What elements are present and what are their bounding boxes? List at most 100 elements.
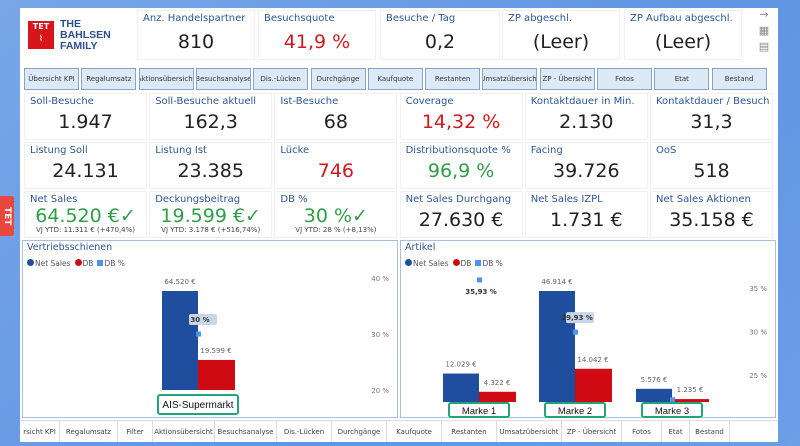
chart-vertriebsschienen: Vertriebsschienen Net Sales DB DB % 20 %… [22,240,398,418]
page-tab[interactable]: Kaufquote [387,421,442,442]
bar-net-sales[interactable] [162,291,198,390]
page-tab[interactable]: Fotos [622,421,662,442]
legend-db[interactable]: DB [452,259,471,268]
bar-db[interactable] [575,368,612,402]
kpi-label: Kontaktdauer in Min. [530,96,635,107]
bar-label-db: 1.235 € [677,386,704,394]
page-tab[interactable]: Dis.-Lücken [277,421,332,442]
page-tab[interactable]: Restanten [442,421,497,442]
kpi-label: Anz. Handelspartner [143,13,246,24]
kpi-label: Net Sales IZPL [530,194,603,205]
page-tab[interactable]: Umsatzübersicht [497,421,562,442]
kpi-value: 35.158 € [669,209,754,231]
page-tab[interactable]: Besuchsanalyse [215,421,277,442]
nav-button[interactable]: Bestand [711,68,767,90]
kpi-label: Lücke [280,145,310,156]
legend-db-pct[interactable]: DB % [475,259,503,268]
page-tab[interactable]: Bestand [690,421,730,442]
kpi-card: DB % 30 %✓ VJ YTD: 28 % (+8,13%) [274,191,398,238]
kpi-value: 518 [693,160,730,182]
nav-button[interactable]: Umsatzübersicht [482,68,538,90]
nav-button[interactable]: Restanten [425,68,481,90]
page-tab[interactable]: ZP - Übersicht [562,421,622,442]
kpi-label: Soll-Besuche [30,96,94,107]
bar-net-sales[interactable] [539,291,575,402]
point-db-pct[interactable] [573,329,578,335]
bar-db[interactable] [672,399,709,402]
kpi-value: 96,9 % [427,160,495,182]
bar-label-db: 14.042 € [577,356,608,364]
nav-button[interactable]: Aktionsübersicht [138,68,194,90]
point-db-pct[interactable] [670,397,675,403]
kpi-value: 24.131 [52,160,119,182]
kpi-label: Net Sales [30,194,78,205]
nav-button[interactable]: Kaufquote [367,68,423,90]
side-tag[interactable]: TET [0,196,14,236]
y2-tick-label: 20 % [371,387,389,395]
kpi-value: 39.726 [553,160,620,182]
kpi-value: 41,9 % [283,31,351,53]
nav-button[interactable]: Regalumsatz [81,68,137,90]
kpi-prior-year: VJ YTD: 3.178 € (+516,74%) [161,226,261,234]
point-label-bg [566,312,594,324]
nav-button[interactable]: Fotos [597,68,652,90]
kpi-card: Coverage 14,32 % [399,93,523,140]
kpi-card: Facing 39.726 [524,142,648,189]
kpi-value: 746 [317,160,355,182]
category-label[interactable]: Marke 2 [558,406,592,417]
nav-button[interactable]: Dis.-Lücken [253,68,309,90]
chart-artikel: Artikel Net Sales DB DB % 25 % 30 % 35 % 12… [400,240,776,418]
kpi-card: Net Sales 64.520 €✓ VJ YTD: 11.311 € (+470… [24,191,147,238]
bar-label-db: 4.322 € [484,379,511,387]
category-label[interactable]: Marke 3 [655,406,689,417]
kpi-label: Soll-Besuche aktuell [155,96,257,107]
kpi-value: 68 [323,111,348,133]
nav-button[interactable]: Übersicht KPI [24,68,79,90]
kpi-card: Besuchsquote 41,9 % [258,10,376,60]
table-icon[interactable]: ▦ [758,24,770,37]
kpi-value: 30 %✓ [303,205,368,227]
category-label[interactable]: Marke 1 [462,406,496,417]
bar-net-sales[interactable] [443,373,479,402]
bar-db[interactable] [479,391,516,402]
page-tab[interactable]: Aktionsübersicht [153,421,215,442]
kpi-label: ZP Aufbau abgeschl. [630,13,733,24]
nav-button[interactable]: Etat [654,68,710,90]
nav-button[interactable]: ZP - Übersicht [539,68,595,90]
report-icon[interactable]: ▤ [758,40,770,53]
kpi-value: 0,2 [424,31,456,53]
bar-net-sales[interactable] [636,388,672,402]
kpi-card: Distributionsquote % 96,9 % [399,142,523,189]
kpi-label: Kontaktdauer / Besuch [656,96,770,107]
page-tab[interactable]: Durchgänge [332,421,387,442]
tet-logo-icon: TET ⌇ [28,21,54,49]
legend-net-sales[interactable]: Net Sales [405,259,449,268]
bar-label-db: 19.599 € [200,347,231,355]
page-tab[interactable]: Etat [662,421,690,442]
kpi-prior-year: VJ YTD: 28 % (+8,13%) [295,226,377,234]
y2-tick-label: 30 % [749,329,767,337]
kpi-card: Listung Ist 23.385 [149,142,273,189]
bar-db[interactable] [198,359,235,390]
kpi-card: Soll-Besuche aktuell 162,3 [149,93,273,140]
point-db-pct[interactable] [477,277,482,283]
nav-button[interactable]: Durchgänge [310,68,366,90]
page-tab[interactable]: Regalumsatz [60,421,118,442]
point-db-pct[interactable] [196,331,201,337]
y2-tick-label: 30 % [371,331,389,339]
kpi-value: 810 [177,31,215,53]
chart-plot: 20 % 30 % 40 % 64.520 € 19.599 € 30 % AIS-Supe… [157,275,389,415]
kpi-card: Listung Soll 24.131 [24,142,147,189]
page-tab[interactable]: rsicht KPI [20,421,60,442]
page-tab[interactable]: Filter [118,421,153,442]
legend-net-sales[interactable]: Net Sales [27,259,71,268]
kpi-label: Besuche / Tag [386,13,456,24]
kpi-label: ZP abgeschl. [508,13,573,24]
arrow-right-icon[interactable]: → [759,8,769,21]
category-label[interactable]: AIS-Supermarkt [162,400,233,411]
legend-db-pct[interactable]: DB % [97,259,125,268]
visual-icons: → ▦ ▤ [752,8,776,56]
nav-button[interactable]: Besuchsanalyse [195,68,251,90]
legend-db[interactable]: DB [74,259,93,268]
kpi-prior-year: VJ YTD: 11.311 € (+470,4%) [35,226,136,234]
